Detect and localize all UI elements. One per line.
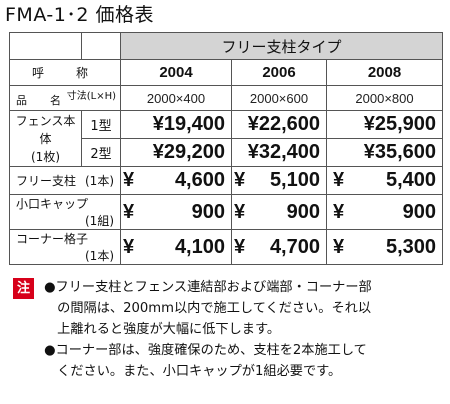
size-2008: 2000×800 (325, 85, 444, 111)
price-cell: ¥35,600 (325, 138, 444, 167)
item-label: 小口キャップ (1組) (9, 194, 121, 230)
table-row: フェンス本体 (1枚) 1型 ¥19,400 ¥22,600 ¥25,900 (9, 110, 444, 167)
hinmei-sunpo-cell: 品 名 寸法(L×H) (9, 85, 121, 111)
price-cell: ¥25,900 (325, 110, 444, 139)
model-2004: 2004 (120, 59, 232, 86)
item-unit: (1本) (85, 174, 114, 188)
price-value: 4,600 (174, 169, 225, 191)
price-cell: ¥900 (325, 194, 444, 230)
table-row: 2型 ¥29,200 ¥32,400 ¥35,600 (10, 138, 444, 167)
yen-sign: ¥ (234, 235, 246, 258)
note-line: の間隔は、200mm以内で施工してください。それ以 (44, 301, 372, 316)
price-value: 5,100 (269, 169, 320, 191)
price-cell: ¥4,600 (120, 166, 232, 195)
price-value: 900 (286, 200, 320, 223)
type-1: 1型 (81, 110, 121, 139)
item-label: フリー支柱 (1本) (9, 166, 121, 195)
yen-sign: ¥ (333, 235, 345, 258)
table-row: 小口キャップ (1組) ¥900 ¥900 ¥900 (9, 194, 444, 230)
price-value: 900 (191, 200, 225, 223)
yen-sign: ¥ (123, 169, 135, 191)
price-value: 4,700 (269, 235, 320, 258)
yen-sign: ¥ (333, 200, 345, 223)
price-cell: ¥5,100 (231, 166, 327, 195)
type-2: 2型 (81, 138, 121, 167)
yen-sign: ¥ (234, 200, 246, 223)
yen-sign: ¥ (333, 169, 345, 191)
price-value: 900 (402, 200, 437, 223)
type-band: フリー支柱タイプ (119, 32, 444, 60)
price-cell: ¥29,200 (120, 138, 232, 167)
note-line: ●コーナー部は、強度確保のため、支柱を2本施工して (44, 343, 367, 358)
header-yobi: 呼 称 (9, 59, 121, 86)
table-row: フリー支柱 (1本) ¥4,600 ¥5,100 ¥5,400 (9, 166, 444, 195)
price-cell: ¥900 (120, 194, 232, 230)
item-unit: (1組) (85, 214, 114, 228)
price-cell: ¥19,400 (120, 110, 232, 139)
price-value: 4,100 (174, 235, 225, 258)
note-line: ●フリー支柱とフェンス連結部および端部・コーナー部 (44, 280, 372, 295)
price-cell: ¥5,300 (325, 229, 444, 265)
model-2008: 2008 (325, 59, 444, 86)
price-value: 5,400 (385, 169, 437, 191)
item-name: コーナー格子 (16, 232, 89, 246)
size-2004: 2000×400 (120, 85, 232, 111)
item-name: フリー支柱 (16, 174, 77, 188)
price-table: フリー支柱タイプ 呼 称 2004 2006 2008 品 名 寸法(L×H) … (9, 32, 444, 265)
price-cell: ¥4,700 (231, 229, 327, 265)
table-row: コーナー格子 (1本) ¥4,100 ¥4,700 ¥5,300 (9, 229, 444, 265)
hinmei-label: 品 名 (16, 94, 67, 107)
price-cell: ¥900 (231, 194, 327, 230)
price-cell: ¥4,100 (120, 229, 232, 265)
note-line: 上離れると強度が大幅に低下します。 (44, 322, 281, 337)
model-2006: 2006 (231, 59, 327, 86)
item-label: コーナー格子 (1本) (9, 229, 121, 265)
size-2006: 2000×600 (231, 85, 327, 111)
sunpo-label: 寸法(L×H) (66, 91, 116, 102)
fence-qty: (1枚) (31, 149, 60, 164)
yen-sign: ¥ (123, 200, 135, 223)
price-cell: ¥32,400 (231, 138, 327, 167)
yen-sign: ¥ (123, 235, 135, 258)
item-unit: (1本) (85, 249, 114, 263)
price-cell: ¥22,600 (231, 110, 327, 139)
item-name: 小口キャップ (16, 197, 89, 211)
note-mark: 注 (13, 278, 34, 299)
fence-name-cell: フェンス本体 (1枚) (9, 110, 82, 167)
note-line: ください。また、小口キャップが1組必要です。 (44, 364, 342, 379)
notes: ●フリー支柱とフェンス連結部および端部・コーナー部 の間隔は、200mm以内で施… (44, 277, 444, 382)
fence-name: フェンス本体 (15, 113, 76, 146)
price-cell: ¥5,400 (325, 166, 444, 195)
page-title: FMA-1･2 価格表 (5, 4, 154, 26)
yen-sign: ¥ (234, 169, 246, 191)
price-value: 5,300 (385, 235, 437, 258)
